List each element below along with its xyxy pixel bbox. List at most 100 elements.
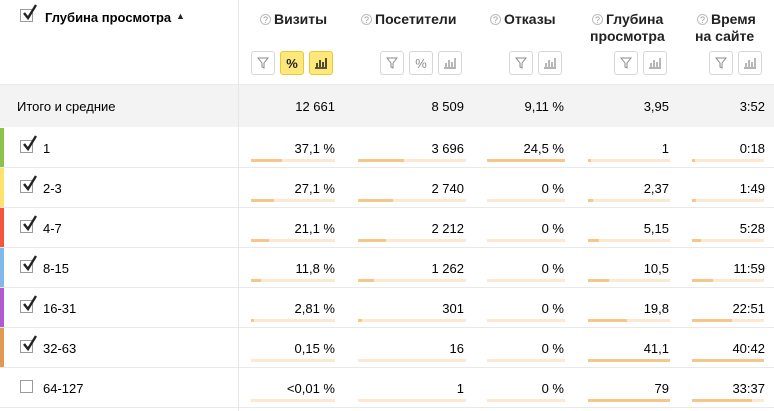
- cell-value: 40:42: [732, 341, 765, 356]
- column-title-visitors[interactable]: Посетители: [375, 11, 457, 27]
- cell-bar-track: [588, 399, 670, 402]
- column-title-time[interactable]: Время: [711, 11, 756, 27]
- filter-button[interactable]: [251, 51, 275, 75]
- cell-bar-track: [358, 239, 466, 242]
- row-label[interactable]: 8-15: [43, 261, 70, 276]
- row-checkbox[interactable]: [20, 380, 33, 393]
- help-icon[interactable]: ?: [697, 14, 708, 25]
- column-title-visits[interactable]: Визиты: [274, 11, 328, 27]
- cell-value: 16: [449, 341, 464, 356]
- cell-value: 24,5 %: [523, 141, 564, 156]
- column-title-depth-line2[interactable]: просмотра: [590, 28, 665, 44]
- row-divider: [0, 167, 774, 168]
- bars-toggle-button[interactable]: [309, 51, 333, 75]
- column-title-depth[interactable]: Глубина: [606, 11, 664, 27]
- total-time: 3:52: [739, 99, 765, 114]
- filter-button[interactable]: [509, 51, 533, 75]
- filter-button[interactable]: [709, 51, 733, 75]
- filter-button[interactable]: [614, 51, 638, 75]
- cell-value: 0 %: [541, 381, 564, 396]
- cell-bar-fill: [358, 159, 404, 162]
- cell-bar-track: [487, 159, 565, 162]
- row-label[interactable]: 4-7: [43, 221, 62, 236]
- cell-bar-track: [588, 239, 670, 242]
- totals-label: Итого и средние: [17, 99, 116, 114]
- cell-bar-fill: [692, 199, 696, 202]
- cell-bar-fill: [251, 319, 254, 322]
- header-divider: [0, 84, 774, 85]
- cell-value: 1: [456, 381, 464, 396]
- checkmark-icon: [23, 175, 37, 192]
- cell-bar-track: [487, 359, 565, 362]
- cell-value: 1:49: [739, 181, 765, 196]
- cell-value: 0:18: [739, 141, 765, 156]
- column-title-time-line2[interactable]: на сайте: [695, 28, 755, 44]
- cell-bar-track: [251, 319, 335, 322]
- row-label[interactable]: 2-3: [43, 181, 62, 196]
- cell-bar-fill: [692, 159, 695, 162]
- cell-bar-track: [692, 239, 764, 242]
- cell-value: 10,5: [643, 261, 669, 276]
- bar-chart-icon: [315, 58, 327, 69]
- cell-bar-track: [358, 359, 466, 362]
- row-checkbox[interactable]: [20, 335, 37, 353]
- cell-bar-track: [588, 159, 670, 162]
- bars-toggle-button[interactable]: [738, 51, 762, 75]
- help-icon[interactable]: ?: [490, 14, 501, 25]
- bars-toggle-button[interactable]: [643, 51, 667, 75]
- total-depth: 3,95: [643, 99, 669, 114]
- percent-toggle-button[interactable]: %: [409, 51, 433, 75]
- filter-icon: [257, 57, 269, 69]
- select-all-checkbox[interactable]: [20, 4, 37, 22]
- sort-ascending-icon[interactable]: ▲: [176, 11, 185, 21]
- cell-bar-track: [588, 319, 670, 322]
- row-checkbox[interactable]: [20, 255, 37, 273]
- bars-toggle-button[interactable]: [438, 51, 462, 75]
- help-icon[interactable]: ?: [361, 14, 372, 25]
- row-label[interactable]: 1: [43, 141, 51, 156]
- row-label[interactable]: 32-63: [43, 341, 77, 356]
- cell-value: 2 212: [431, 221, 464, 236]
- cell-bar-fill: [692, 239, 701, 242]
- column-title-bounces[interactable]: Отказы: [504, 11, 556, 27]
- row-checkbox[interactable]: [20, 175, 37, 193]
- cell-bar-track: [251, 199, 335, 202]
- cell-bar-fill: [251, 199, 274, 202]
- filter-button[interactable]: [380, 51, 404, 75]
- total-visits: 12 661: [295, 99, 335, 114]
- bars-toggle-button[interactable]: [538, 51, 562, 75]
- cell-value: 0 %: [541, 341, 564, 356]
- cell-value: 301: [442, 301, 464, 316]
- cell-bar-track: [487, 319, 565, 322]
- cell-bar-track: [358, 319, 466, 322]
- filter-icon: [386, 57, 398, 69]
- row-checkbox[interactable]: [20, 215, 37, 233]
- row-checkbox[interactable]: [20, 135, 37, 153]
- cell-bar-fill: [588, 239, 599, 242]
- row-label[interactable]: 64-127: [43, 381, 84, 396]
- cell-bar-fill: [487, 159, 565, 162]
- cell-value: 1: [661, 141, 669, 156]
- dimension-header-label[interactable]: Глубина просмотра: [45, 10, 172, 25]
- percent-toggle-button[interactable]: %: [280, 51, 304, 75]
- cell-bar-fill: [251, 239, 269, 242]
- cell-bar-fill: [358, 279, 374, 282]
- row-label[interactable]: 16-31: [43, 301, 77, 316]
- row-divider: [0, 367, 774, 368]
- totals-row: [0, 85, 774, 127]
- bar-chart-icon: [744, 58, 756, 69]
- cell-bar-track: [251, 279, 335, 282]
- cell-value: 2 740: [431, 181, 464, 196]
- cell-value: 0 %: [541, 261, 564, 276]
- checkmark-icon: [23, 135, 37, 152]
- help-icon[interactable]: ?: [260, 14, 271, 25]
- checkmark-icon: [23, 4, 37, 21]
- cell-value: 3 696: [431, 141, 464, 156]
- cell-value: 11:59: [733, 261, 765, 276]
- row-divider: [0, 407, 774, 408]
- cell-bar-fill: [588, 399, 670, 402]
- cell-bar-track: [358, 399, 466, 402]
- help-icon[interactable]: ?: [592, 14, 603, 25]
- row-checkbox[interactable]: [20, 295, 37, 313]
- series-color-marker: [0, 328, 4, 367]
